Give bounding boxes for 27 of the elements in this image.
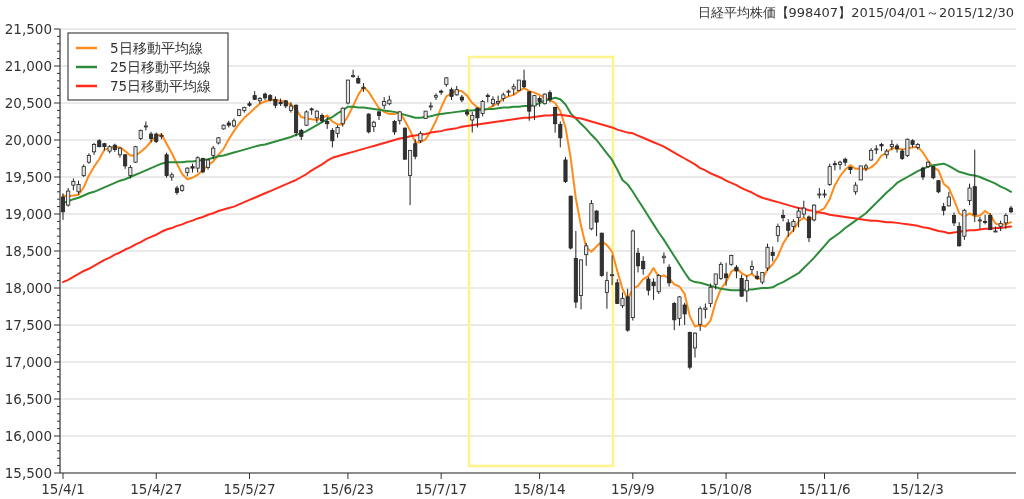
y-tick-label: 20,000 xyxy=(4,132,52,148)
x-tick-label: 15/10/8 xyxy=(700,481,753,497)
y-tick-label: 21,500 xyxy=(4,21,52,37)
y-tick-label: 18,500 xyxy=(4,243,52,259)
y-tick-label: 15,500 xyxy=(4,465,52,481)
y-tick-label: 17,500 xyxy=(4,317,52,333)
y-tick-label: 18,000 xyxy=(4,280,52,296)
legend-label: 5日移動平均線 xyxy=(110,40,203,56)
y-tick-label: 21,000 xyxy=(4,58,52,74)
x-tick-label: 15/11/6 xyxy=(798,481,851,497)
x-tick-label: 15/5/27 xyxy=(223,481,276,497)
x-tick-label: 15/12/3 xyxy=(891,481,944,497)
y-tick-label: 19,500 xyxy=(4,169,52,185)
x-tick-label: 15/6/23 xyxy=(321,481,374,497)
x-tick-label: 15/4/27 xyxy=(130,481,183,497)
x-tick-label: 15/4/1 xyxy=(41,481,85,497)
title: 日経平均株価【998407】2015/04/01～2015/12/30 xyxy=(697,5,1014,20)
y-tick-label: 20,500 xyxy=(4,95,52,111)
y-tick-label: 16,000 xyxy=(4,428,52,444)
y-tick-label: 19,000 xyxy=(4,206,52,222)
x-tick-label: 15/7/17 xyxy=(415,481,468,497)
y-tick-label: 17,000 xyxy=(4,354,52,370)
x-tick-label: 15/9/9 xyxy=(611,481,655,497)
x-tick-label: 15/8/14 xyxy=(513,481,566,497)
y-tick-label: 16,500 xyxy=(4,391,52,407)
legend-label: 25日移動平均線 xyxy=(110,59,212,75)
legend-label: 75日移動平均線 xyxy=(110,78,212,94)
